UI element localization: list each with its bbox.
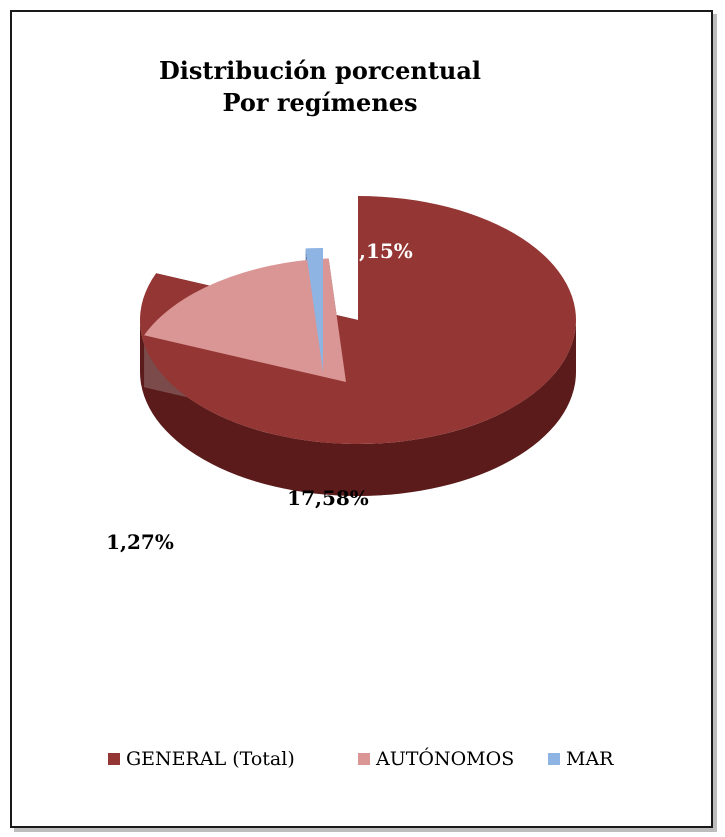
legend-item-general: GENERAL (Total) [108,748,295,770]
pie-side-general [140,320,576,496]
chart-title: Distribución porcentual Por regímenes [60,55,580,119]
legend-swatch-general [108,753,120,765]
chart-title-line-2: Por regímenes [222,88,418,117]
legend-item-autonomos: AUTÓNOMOS [358,748,514,770]
legend-item-mar: MAR [548,748,613,770]
legend-label-autonomos: AUTÓNOMOS [376,748,515,770]
data-label-general: 81,15% [331,239,413,263]
chart-title-line-1: Distribución porcentual [158,56,482,85]
chart-legend: GENERAL (Total) AUTÓNOMOS MAR [0,740,725,780]
legend-label-general: GENERAL (Total) [126,748,295,770]
legend-swatch-autonomos [358,753,370,765]
data-label-autonomos: 17,58% [287,486,369,510]
pie-slice-mar [305,248,323,372]
legend-label-mar: MAR [566,748,614,770]
data-label-mar: 1,27% [106,530,174,554]
pie-slice-general [139,196,576,444]
pie-slice-autonomos [144,258,346,382]
legend-swatch-mar [548,753,560,765]
